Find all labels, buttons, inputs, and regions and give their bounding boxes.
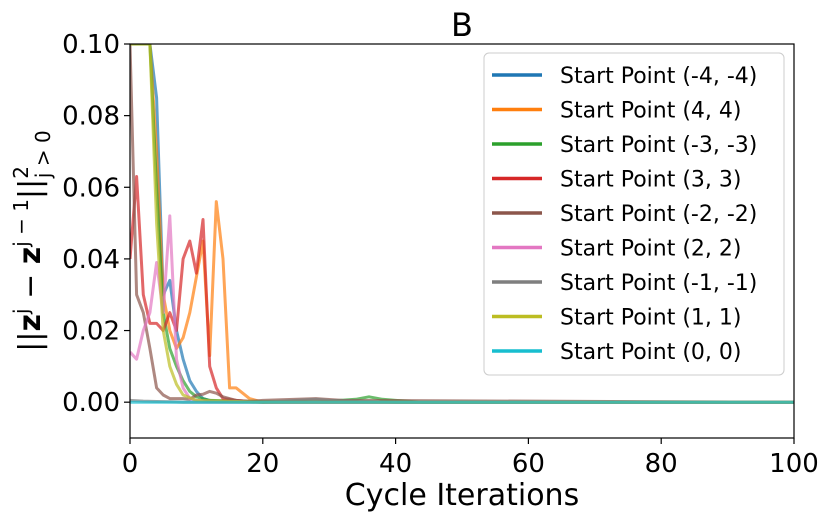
legend-label-9: Start Point (0, 0) (560, 340, 742, 365)
x-axis: 0 20 40 60 80 100 (122, 438, 819, 479)
y-axis: 0.00 0.02 0.04 0.06 0.08 0.10 (62, 30, 130, 418)
legend-label-4: Start Point (3, 3) (560, 168, 742, 193)
y-tick-label: 0.10 (62, 30, 120, 60)
y-tick-label: 0.00 (62, 388, 120, 418)
y-label-norm-open: || (13, 331, 48, 351)
chart-title: B (451, 6, 473, 44)
series-layer (130, 44, 794, 404)
plot-frame (129, 43, 795, 439)
y-tick-label: 0.08 (62, 102, 120, 132)
legend-label-3: Start Point (-3, -3) (560, 133, 757, 158)
legend-label-5: Start Point (-2, -2) (560, 202, 757, 227)
y-label-norm-close: || (13, 179, 48, 199)
legend-label-2: Start Point (4, 4) (560, 99, 742, 124)
y-label-z2: z (13, 247, 48, 264)
y-label-minus: − (13, 264, 48, 308)
x-axis-label: Cycle Iterations (345, 478, 579, 513)
y-label-sub: j > 0 (31, 130, 55, 179)
y-label-z1: z (13, 314, 48, 331)
x-tick-label: 80 (645, 449, 678, 479)
legend-label-7: Start Point (-1, -1) (560, 271, 757, 296)
y-axis-label: ||zj − zj − 1||2j > 0 (9, 130, 55, 351)
y-label-sup3: 2 (9, 166, 33, 179)
x-tick-label: 100 (769, 449, 819, 479)
legend-label-1: Start Point (-4, -4) (560, 64, 757, 89)
x-tick-label: 0 (122, 449, 139, 479)
x-tick-label: 60 (512, 449, 545, 479)
legend: Start Point (-4, -4) Start Point (4, 4) St… (483, 52, 785, 376)
x-tick-label: 20 (246, 449, 279, 479)
legend-frame (483, 52, 785, 376)
y-label-sup2: j − 1 (9, 199, 33, 248)
x-tick-label: 40 (379, 449, 412, 479)
y-tick-label: 0.04 (62, 245, 120, 275)
y-tick-label: 0.02 (62, 317, 120, 347)
y-tick-label: 0.06 (62, 173, 120, 203)
legend-label-6: Start Point (2, 2) (560, 237, 742, 262)
legend-label-8: Start Point (1, 1) (560, 306, 742, 331)
y-label-sup1: j (9, 308, 33, 315)
